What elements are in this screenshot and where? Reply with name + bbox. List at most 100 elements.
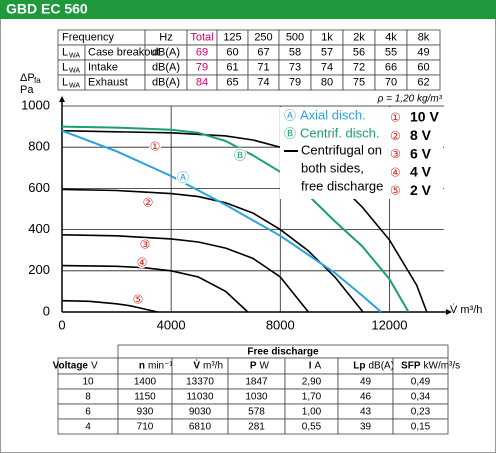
- column-unit: dB(A): [369, 361, 395, 372]
- table-value: 0,34: [411, 392, 431, 403]
- table-value: 74: [257, 76, 269, 88]
- table-value: 43: [360, 407, 372, 418]
- symbol-sub: WA: [69, 82, 80, 89]
- table-value: 1400: [134, 377, 157, 388]
- curve-label: Ⓑ: [234, 149, 246, 163]
- table-value: 10: [82, 377, 94, 388]
- column-unit: m³/h: [203, 361, 223, 372]
- legend-marker: ⑤: [390, 184, 401, 198]
- table-value: 61: [226, 61, 238, 73]
- table-header: 2k: [353, 31, 365, 43]
- x-tick-label: 0: [58, 317, 65, 332]
- curve: [61, 299, 158, 313]
- table-value: 49: [360, 377, 372, 388]
- table-value: 0,23: [411, 407, 431, 418]
- curve-label: Ⓐ: [177, 171, 189, 185]
- table-header: 4k: [385, 31, 397, 43]
- row-label: Case breakout: [88, 46, 160, 58]
- curve: [61, 234, 310, 313]
- table-value: 13370: [186, 377, 214, 388]
- table-value: 281: [248, 422, 265, 433]
- table-value: 1847: [245, 377, 268, 388]
- column-unit: kW/m³/s: [424, 361, 461, 372]
- table-cell: [406, 74, 441, 91]
- table-title: Free discharge: [247, 347, 319, 358]
- legend-note: both sides,: [301, 160, 364, 175]
- column-name: V̇: [193, 359, 200, 371]
- table-value: 39: [360, 422, 372, 433]
- table-value: 8: [85, 392, 91, 403]
- table-value: 930: [137, 407, 154, 418]
- y-tick-label: 200: [28, 262, 50, 277]
- column-unit: A: [315, 361, 322, 372]
- unit: dB(A): [152, 46, 180, 58]
- column-name: P: [250, 361, 257, 372]
- legend-marker: ②: [390, 129, 401, 143]
- column-unit: V: [91, 361, 98, 372]
- curve: [61, 125, 410, 313]
- table-header: Frequency: [62, 31, 114, 43]
- table-value: 60: [417, 61, 429, 73]
- curve-label: ④: [137, 256, 148, 270]
- table-value: 6: [85, 407, 91, 418]
- table-value: 65: [226, 76, 238, 88]
- table-value: 49: [417, 46, 429, 58]
- legend-marker: ③: [390, 147, 401, 161]
- legend-marker: ④: [390, 165, 401, 179]
- table-value: 0,49: [411, 377, 431, 388]
- symbol: L: [62, 46, 68, 58]
- legend-marker: Ⓐ: [284, 109, 296, 123]
- column-name: Lp: [353, 361, 365, 372]
- table-value: 56: [353, 46, 365, 58]
- y-axis-arrow: [59, 96, 65, 102]
- legend-label: 4 V: [410, 164, 432, 180]
- table-value: 79: [289, 76, 301, 88]
- table-value: 578: [248, 407, 265, 418]
- table-value: 6810: [189, 422, 212, 433]
- y-tick-label: 0: [43, 303, 50, 318]
- table-header: 500: [286, 31, 304, 43]
- row-label: Intake: [88, 61, 118, 73]
- table-value: 0,15: [411, 422, 431, 433]
- curve-label: ②: [143, 196, 154, 210]
- total: 84: [196, 76, 208, 88]
- legend-label: Axial disch.: [300, 107, 366, 122]
- table-value: 1,70: [302, 392, 322, 403]
- table-value: 1150: [134, 392, 156, 403]
- row-label: Exhaust: [88, 76, 128, 88]
- table-cell: [227, 357, 286, 375]
- total: 79: [196, 61, 208, 73]
- legend-label: Centrif. disch.: [300, 125, 379, 140]
- table-value: 1,00: [302, 407, 322, 418]
- annotation: ρ = 1,20 kg/m³: [377, 94, 443, 105]
- table-value: 75: [353, 76, 365, 88]
- table-value: 66: [385, 61, 397, 73]
- table-header: 250: [254, 31, 272, 43]
- curve: [61, 129, 382, 313]
- y-tick-label: 600: [28, 180, 50, 195]
- y-tick-label: 1000: [21, 97, 50, 112]
- x-label: V̇ m³/h: [450, 303, 482, 316]
- table-value: 73: [289, 61, 301, 73]
- header-bar: [0, 0, 496, 19]
- curve-label: ①: [150, 140, 161, 154]
- legend-label: 2 V: [410, 182, 432, 198]
- table-header: 1k: [321, 31, 333, 43]
- table-value: 62: [417, 76, 429, 88]
- table-value: 11030: [186, 392, 214, 403]
- column-unit: W: [260, 361, 270, 372]
- table-value: 60: [226, 46, 238, 58]
- total: 69: [196, 46, 208, 58]
- legend-label: 10 V: [410, 109, 439, 125]
- legend-bg: [280, 107, 443, 199]
- x-tick-label: 12000: [371, 317, 407, 332]
- column-name: I: [309, 361, 312, 372]
- table-value: 9030: [189, 407, 212, 418]
- curve-label: ③: [140, 238, 151, 252]
- table-value: 58: [289, 46, 301, 58]
- legend-marker: Ⓑ: [284, 127, 296, 141]
- y-label: ΔP: [20, 72, 35, 84]
- table-value: 1030: [245, 392, 268, 403]
- table-cell: [284, 357, 339, 375]
